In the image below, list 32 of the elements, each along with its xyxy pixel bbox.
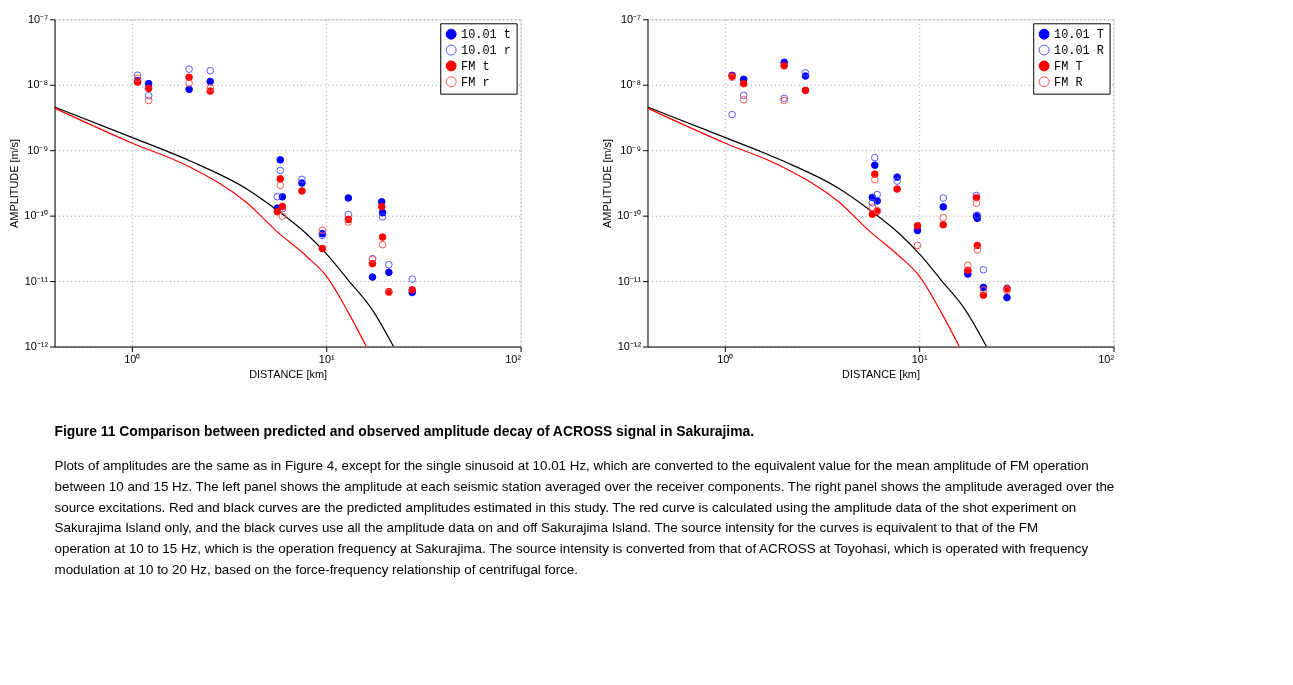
legend-label: 10.01 T xyxy=(1054,28,1104,43)
y-tick-label: 10⁻¹⁰ xyxy=(24,209,49,222)
text: Figure 11 Comparison between predicted and observed amplitude decay of ACROSS signal in Sakurajima. xyxy=(54,422,755,439)
text: Plots of amplitudes are the same as in Figure 4, except for the single sinusoid at 10.01 Hz, which are converted to the equivalent value for the mean amplitude of FM operation between 10 and 15 Hz. The left panel shows the amplitude at each seismic station averaged over the receiver components. The right panel shows the amplitude averaged over the source excitations. Red and black curves are the predicted amplitudes estimated in this study. The red curve is calculated using the amplitude data of the shot experiment on Sakurajima Island only, and the black curves use all the amplitude data on and off Sakurajima Island. The source intensity for the curves is equivalent to that of the FM operation at 10 to 15 Hz, which is the operation frequency at Sakurajima. The source intensity is converted from that of ACROSS at Toyohasi, which is operated with frequency modulation at 10 to 20 Hz, based on the force-frequency relationship of centrifugal force. xyxy=(54,457,1115,578)
y-tick-label: 10⁻⁸ xyxy=(620,78,642,91)
y-tick-label: 10⁻¹² xyxy=(24,340,49,353)
y-tick-label: 10⁻¹² xyxy=(617,340,642,353)
x-tick-label: 10¹ xyxy=(911,352,928,365)
y-tick-label: 10⁻¹¹ xyxy=(617,274,642,287)
y-tick-label: 10⁻¹¹ xyxy=(24,274,49,287)
y-tick-label: 10⁻¹⁰ xyxy=(617,209,642,222)
x-tick-label: 10² xyxy=(505,352,522,365)
legend-label: 10.01 t xyxy=(461,28,511,43)
y-tick-label: 10⁻⁹ xyxy=(620,143,642,156)
x-tick-label: 10² xyxy=(1098,352,1115,365)
legend-label: FM r xyxy=(461,75,490,90)
x-tick-label: 10⁰ xyxy=(717,352,734,365)
y-tick-label: 10⁻⁷ xyxy=(28,12,49,25)
y-axis-title: AMPLITUDE [m/s] xyxy=(8,138,21,228)
x-axis-title: DISTANCE [km] xyxy=(249,367,327,380)
legend-label: FM t xyxy=(461,59,490,74)
y-tick-label: 10⁻⁸ xyxy=(27,78,49,91)
y-axis-title: AMPLITUDE [m/s] xyxy=(601,138,614,228)
legend-label: FM T xyxy=(1054,59,1083,74)
legend-label: FM R xyxy=(1054,75,1083,90)
x-tick-label: 10⁰ xyxy=(124,352,141,365)
y-tick-label: 10⁻⁹ xyxy=(27,143,49,156)
x-axis-title: DISTANCE [km] xyxy=(842,367,920,380)
y-tick-label: 10⁻⁷ xyxy=(620,12,642,25)
x-tick-label: 10¹ xyxy=(318,352,335,365)
legend-label: 10.01 R xyxy=(1054,44,1104,59)
legend-label: 10.01 r xyxy=(461,44,511,59)
